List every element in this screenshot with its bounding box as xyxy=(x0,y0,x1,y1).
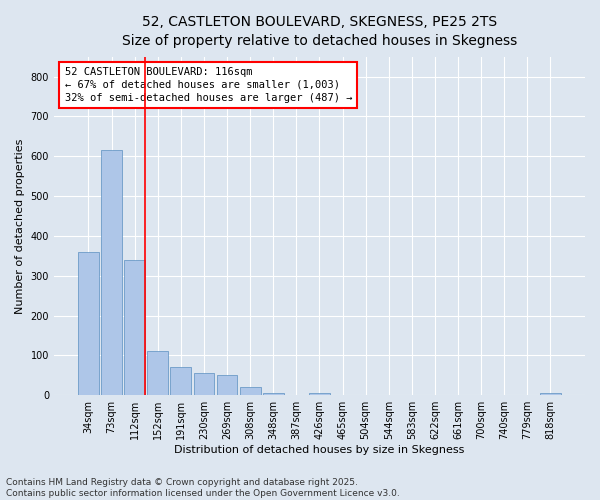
Bar xyxy=(148,352,168,395)
X-axis label: Distribution of detached houses by size in Skegness: Distribution of detached houses by size … xyxy=(174,445,464,455)
Bar xyxy=(263,393,284,395)
Bar xyxy=(194,374,214,395)
Bar xyxy=(540,393,561,395)
Y-axis label: Number of detached properties: Number of detached properties xyxy=(15,138,25,314)
Bar xyxy=(101,150,122,395)
Bar xyxy=(217,376,238,395)
Text: 52 CASTLETON BOULEVARD: 116sqm
← 67% of detached houses are smaller (1,003)
32% : 52 CASTLETON BOULEVARD: 116sqm ← 67% of … xyxy=(65,67,352,103)
Text: Contains HM Land Registry data © Crown copyright and database right 2025.
Contai: Contains HM Land Registry data © Crown c… xyxy=(6,478,400,498)
Bar xyxy=(309,393,330,395)
Bar xyxy=(124,260,145,395)
Bar xyxy=(240,387,260,395)
Bar xyxy=(170,368,191,395)
Title: 52, CASTLETON BOULEVARD, SKEGNESS, PE25 2TS
Size of property relative to detache: 52, CASTLETON BOULEVARD, SKEGNESS, PE25 … xyxy=(122,15,517,48)
Bar xyxy=(78,252,99,395)
